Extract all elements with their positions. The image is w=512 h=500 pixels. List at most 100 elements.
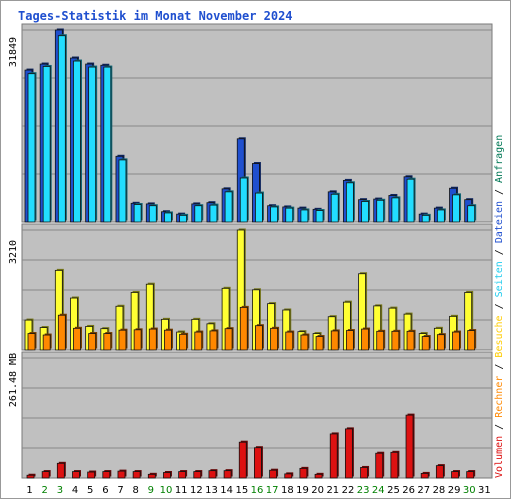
day-label-11: 11 — [175, 485, 188, 496]
bar-besuche-day-11 — [179, 332, 189, 351]
bar-besuche-day-2 — [42, 333, 52, 351]
bar — [163, 472, 171, 479]
bar-dateien-day-4 — [73, 59, 82, 223]
bar-besuche-day-12 — [194, 330, 204, 351]
bar-dateien-day-15 — [239, 176, 249, 223]
bar-volumen-day-22 — [344, 427, 354, 479]
bar — [452, 331, 460, 351]
bar — [193, 471, 202, 479]
bar — [239, 306, 248, 351]
bar-besuche-day-24 — [376, 329, 386, 351]
bar-volumen-day-2 — [41, 470, 51, 479]
day-label-6: 6 — [102, 485, 108, 496]
bar — [345, 182, 354, 223]
bar-besuche-day-3 — [57, 313, 67, 351]
bar-dateien-day-16 — [255, 191, 264, 223]
bar — [57, 35, 66, 223]
bar — [361, 201, 369, 223]
bar — [57, 314, 66, 351]
bar — [391, 197, 400, 223]
bar — [406, 178, 415, 223]
panel-2: 3210 — [8, 223, 493, 351]
bar — [194, 331, 203, 351]
day-label-8: 8 — [133, 485, 139, 496]
bar-dateien-day-19 — [300, 208, 310, 223]
day-label-10: 10 — [160, 485, 173, 496]
day-label-29: 29 — [448, 485, 461, 496]
bar — [300, 209, 309, 223]
day-label-5: 5 — [87, 485, 93, 496]
day-label-28: 28 — [433, 485, 446, 496]
bar — [209, 204, 218, 223]
bar — [345, 330, 354, 351]
bar-dateien-day-20 — [315, 209, 325, 223]
bar-volumen-day-10 — [163, 470, 172, 479]
bar — [269, 469, 277, 479]
legend-entry-besuche: Besuche — [494, 315, 505, 357]
bar — [132, 471, 141, 479]
bar-besuche-day-5 — [88, 332, 98, 351]
bar — [133, 329, 142, 351]
bar — [330, 193, 339, 223]
bar — [26, 474, 35, 479]
bar-besuche-day-21 — [330, 329, 340, 351]
bar — [255, 192, 263, 223]
bar — [285, 207, 294, 223]
bar-dateien-day-23 — [361, 200, 371, 223]
bar — [179, 333, 188, 351]
day-label-17: 17 — [266, 485, 279, 496]
bar-dateien-day-6 — [103, 65, 113, 223]
day-label-9: 9 — [148, 485, 154, 496]
panel-3: 261.48 MB — [8, 351, 493, 479]
bar-volumen-day-7 — [117, 469, 127, 479]
bar — [194, 205, 203, 223]
chart-title: Tages-Statistik im Monat November 2024 — [18, 9, 293, 23]
bar — [73, 327, 81, 351]
bar-volumen-day-1 — [26, 473, 36, 479]
day-label-3: 3 — [57, 485, 63, 496]
bar — [466, 471, 475, 479]
day-label-22: 22 — [342, 485, 355, 496]
bar-besuche-day-17 — [270, 326, 280, 351]
day-label-18: 18 — [281, 485, 294, 496]
day-label-7: 7 — [117, 485, 123, 496]
bar-volumen-day-9 — [147, 472, 157, 479]
bar-volumen-day-25 — [390, 450, 400, 479]
bar — [239, 177, 248, 223]
day-label-24: 24 — [372, 485, 385, 496]
bar — [254, 447, 262, 479]
day-label-21: 21 — [326, 485, 339, 496]
bar-volumen-day-23 — [360, 465, 370, 479]
bar-volumen-day-8 — [132, 470, 142, 479]
legend-separator: / — [494, 243, 505, 261]
bar-volumen-day-19 — [299, 466, 309, 479]
legend-separator: / — [494, 418, 505, 436]
bar-besuche-day-20 — [315, 335, 325, 351]
day-label-26: 26 — [402, 485, 415, 496]
bar — [148, 328, 157, 351]
bar — [133, 204, 142, 223]
bar — [315, 336, 324, 351]
bar — [315, 210, 324, 223]
bar — [41, 471, 50, 479]
bar — [390, 451, 399, 479]
bar-besuche-day-9 — [148, 327, 158, 351]
bar — [255, 325, 263, 351]
legend-separator: / — [494, 183, 505, 201]
bar — [224, 328, 233, 351]
bar-volumen-day-20 — [314, 472, 324, 479]
bar-dateien-day-14 — [224, 190, 234, 223]
bar — [117, 470, 126, 479]
bar — [314, 473, 323, 479]
day-label-4: 4 — [72, 485, 78, 496]
bar-volumen-day-27 — [420, 471, 430, 479]
bar-dateien-day-17 — [270, 205, 280, 223]
bar — [406, 330, 415, 351]
bar — [223, 470, 232, 479]
day-label-12: 12 — [190, 485, 203, 496]
bar-volumen-day-26 — [405, 413, 415, 479]
bar-dateien-day-11 — [179, 213, 189, 223]
